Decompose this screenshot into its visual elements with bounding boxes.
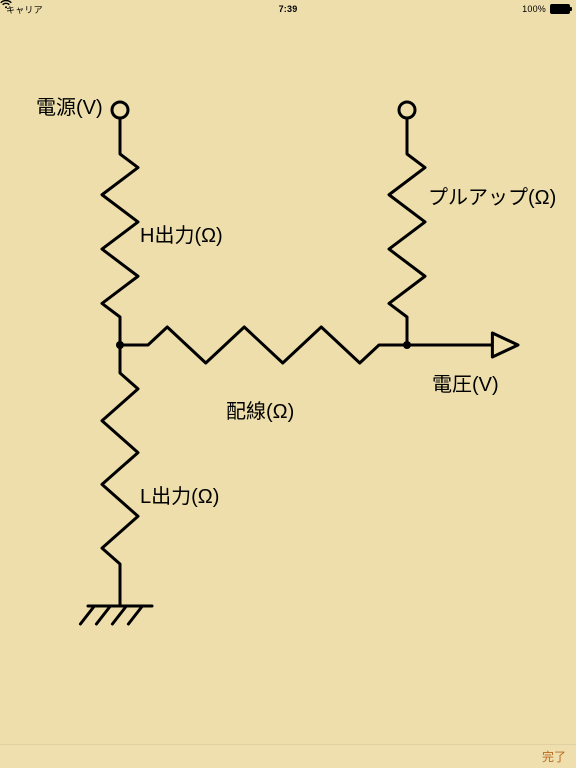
label-power: 電源(V) [36, 91, 103, 120]
label-voltage: 電圧(V) [432, 368, 499, 397]
label-pullup: プルアップ(Ω) [428, 181, 556, 210]
done-button[interactable]: 完了 [542, 748, 566, 765]
label-l-out: L出力(Ω) [140, 480, 219, 509]
label-h-out: H出力(Ω) [140, 219, 223, 248]
label-wiring: 配線(Ω) [226, 395, 294, 424]
bottom-bar: 完了 [0, 744, 576, 768]
